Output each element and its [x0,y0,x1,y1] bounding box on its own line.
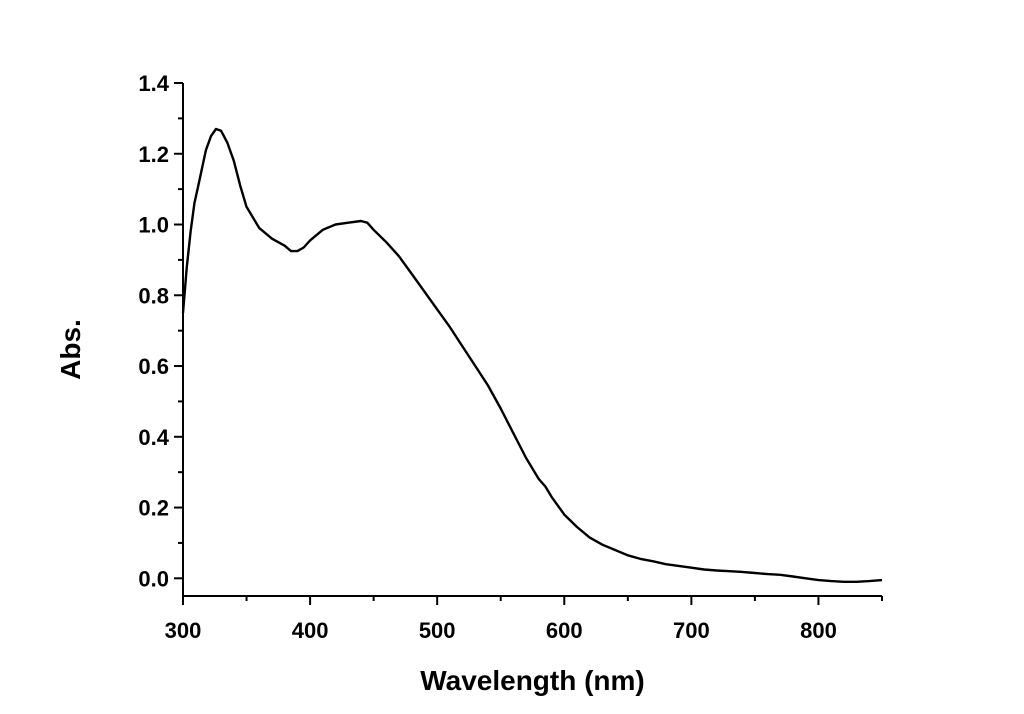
x-tick-label: 600 [546,618,583,643]
x-tick-label: 500 [419,618,456,643]
y-tick-label: 1.0 [138,213,169,238]
y-axis-title: Abs. [55,319,86,380]
y-tick-label: 0.0 [138,566,169,591]
axes: 300 400 500 600 700 800 0.0 0.2 0.4 0.6 0.8 1.0 1.2 1… [138,71,883,643]
y-tick-label: 1.2 [138,142,169,167]
x-tick-label: 700 [673,618,710,643]
x-tick-label: 800 [800,618,837,643]
y-tick-label: 0.2 [138,496,169,521]
y-tick-label: 0.8 [138,283,169,308]
y-tick-label: 0.6 [138,354,169,379]
x-axis-title: Wavelength (nm) [420,665,645,696]
series-line [181,127,883,583]
y-tick-label: 0.4 [138,425,169,450]
x-tick-label: 400 [292,618,329,643]
y-tick-label: 1.4 [138,71,169,96]
x-tick-label: 300 [165,618,202,643]
plot-area [181,127,883,583]
